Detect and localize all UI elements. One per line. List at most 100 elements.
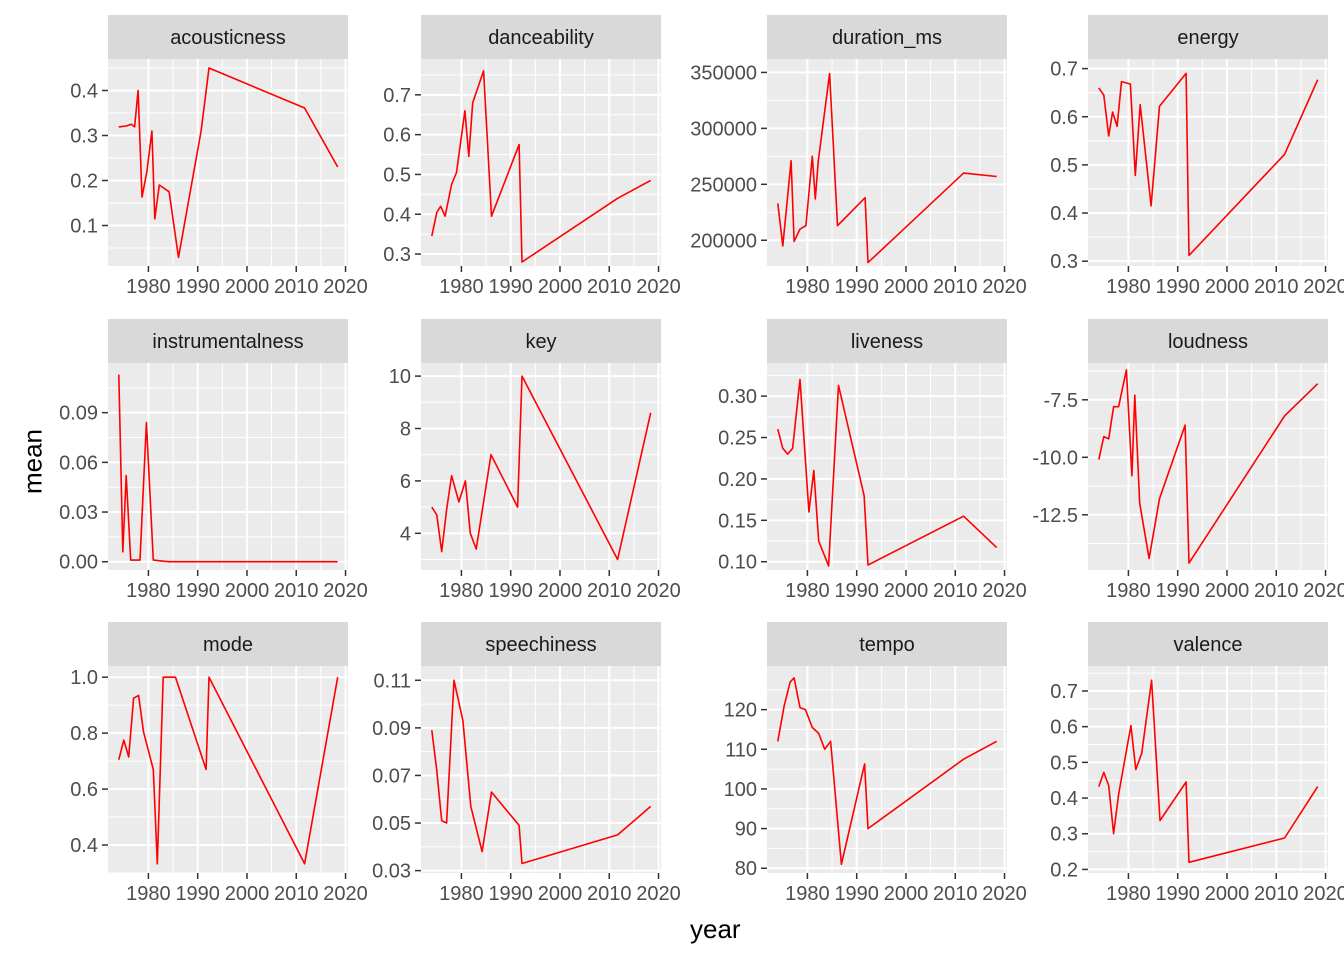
facet-duration_ms: duration_ms 200000 250000 300000 350000 1980 1… [690,15,1027,298]
x-tick-label: 1980 [1106,580,1151,602]
x-tick-label: 2010 [274,580,319,602]
series-line-liveness [777,378,998,567]
y-tick-label: 0.7 [383,85,411,107]
x-tick-label: 2020 [323,883,368,905]
panel-background [767,59,1007,266]
y-tick-label: 0.11 [374,670,411,692]
y-tick-label: 0.5 [1050,752,1078,774]
x-tick-label: 1990 [834,580,879,602]
x-tick-label: 1990 [488,883,533,905]
y-tick-label: 0.4 [1050,203,1078,225]
x-tick-label: 2010 [587,883,632,905]
facet-strip [1088,15,1328,59]
y-tick-label: 200000 [690,230,757,252]
x-tick-label: 2010 [1254,883,1299,905]
facet-title: acousticness [170,27,286,49]
series-line-energy [1098,72,1319,257]
x-tick-label: 2020 [982,276,1027,298]
panel-background [421,363,661,570]
facet-strip [767,15,1007,59]
y-tick-label: 6 [400,471,411,493]
x-tick-label: 1980 [785,276,830,298]
y-tick-label: 0.00 [59,552,98,574]
x-tick-label: 1980 [785,883,830,905]
y-tick-label: 8 [400,419,411,441]
y-tick-label: 0.05 [372,813,411,835]
y-tick-label: 0.3 [70,126,98,148]
panel-background [767,363,1007,570]
x-tick-label: 1980 [439,276,484,298]
facet-mode: mode 0.4 0.6 0.8 1.0 1980 1990 2000 2010 2020 [70,622,368,905]
series-line-instrumentalness [118,374,338,563]
facet-strip [108,15,348,59]
panel-background [421,59,661,266]
x-tick-label: 1980 [439,883,484,905]
series-line-tempo [777,677,998,866]
y-tick-label: 110 [725,739,757,761]
x-tick-label: 2020 [1303,883,1344,905]
y-tick-label: 0.3 [1050,824,1078,846]
facet-valence: valence 0.2 0.3 0.4 0.5 0.6 0.7 1980 1990 2000 201… [1050,622,1344,905]
facet-title: key [525,331,556,353]
x-axis-title: year [690,914,741,944]
x-tick-label: 2020 [1303,276,1344,298]
facet-key: key 4 6 8 10 1980 1990 2000 2010 2020 [389,319,681,602]
x-tick-label: 2020 [636,883,681,905]
y-tick-label: 0.30 [718,386,757,408]
y-tick-label: 0.2 [70,171,98,193]
y-tick-label: -10.0 [1032,447,1078,469]
facet-strip [1088,319,1328,363]
y-tick-label: 0.6 [1050,717,1078,739]
y-tick-label: 0.07 [372,765,411,787]
y-tick-label: 0.3 [383,244,411,266]
series-line-key [431,375,652,561]
y-tick-label: 0.4 [1050,788,1078,810]
facet-strip [767,622,1007,666]
x-tick-label: 1980 [126,883,171,905]
x-tick-label: 1990 [175,883,220,905]
series-line-loudness [1098,369,1319,564]
series-line-duration_ms [777,72,997,264]
facet-loudness: loudness -12.5 -10.0 -7.5 1980 1990 2000 2010 20… [1032,319,1344,602]
facet-title: duration_ms [832,27,942,49]
x-tick-label: 2020 [982,883,1027,905]
facet-title: instrumentalness [152,331,303,353]
x-tick-label: 2000 [1205,580,1250,602]
x-tick-label: 2010 [587,580,632,602]
x-tick-label: 2020 [1303,580,1344,602]
y-tick-label: 0.15 [718,510,757,532]
y-tick-label: 90 [735,819,757,841]
facet-liveness: liveness 0.10 0.15 0.20 0.25 0.30 1980 1990 2000… [718,319,1027,602]
x-tick-label: 2010 [274,883,319,905]
x-tick-label: 2000 [225,276,270,298]
y-tick-label: 0.1 [70,216,98,238]
x-tick-label: 1990 [488,580,533,602]
x-tick-label: 1980 [1106,276,1151,298]
series-line-acousticness [118,67,339,259]
y-tick-label: 0.06 [59,452,98,474]
x-tick-label: 2020 [636,276,681,298]
x-tick-label: 1990 [488,276,533,298]
y-tick-label: 0.25 [718,428,757,450]
x-tick-label: 2000 [1205,276,1250,298]
facet-strip [108,319,348,363]
x-tick-label: 1990 [175,580,220,602]
facet-strip [421,622,661,666]
series-line-danceability [431,70,652,263]
y-tick-label: 0.10 [718,552,757,574]
y-tick-label: 0.09 [372,718,411,740]
facet-strip [1088,622,1328,666]
x-tick-label: 2010 [933,883,978,905]
y-tick-label: 250000 [690,174,757,196]
facet-strip [767,319,1007,363]
y-tick-label: 0.03 [372,861,411,883]
facet-title: liveness [851,331,923,353]
facet-strip [421,319,661,363]
x-tick-label: 2020 [636,580,681,602]
y-axis-title: mean [17,428,48,495]
x-tick-label: 1990 [175,276,220,298]
x-tick-label: 2000 [884,276,929,298]
facet-acousticness: acousticness 0.1 0.2 0.3 0.4 1980 1990 2000 2010… [70,15,368,298]
x-tick-label: 1980 [126,580,171,602]
